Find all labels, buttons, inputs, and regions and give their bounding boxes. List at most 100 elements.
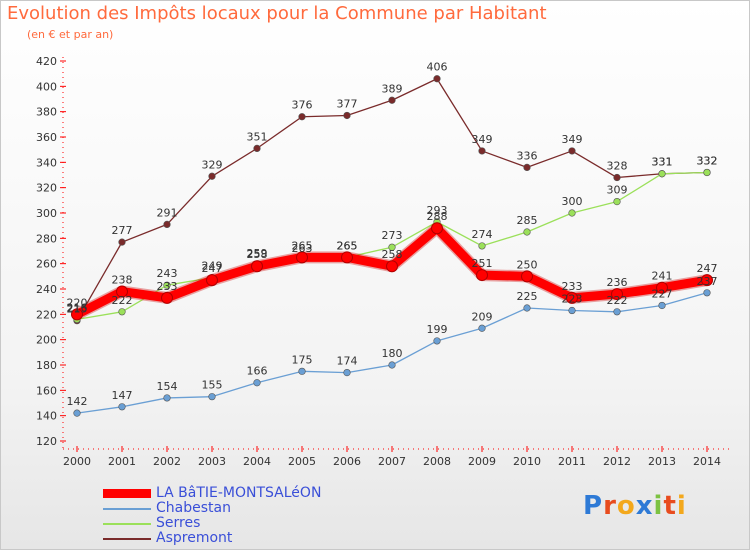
data-label: 288	[427, 210, 448, 223]
legend-swatch-chabestan	[103, 508, 151, 510]
data-label: 331	[652, 156, 673, 169]
data-label: 238	[112, 274, 133, 287]
data-point	[298, 113, 306, 121]
data-point	[296, 251, 308, 264]
data-point	[658, 301, 666, 310]
y-tick-label: 340	[36, 156, 57, 169]
legend-label: Chabestan	[156, 500, 231, 516]
x-tick-label: 2009	[468, 455, 496, 468]
data-label: 237	[697, 275, 718, 288]
logo-letter: i	[676, 491, 687, 521]
x-tick-label: 2001	[108, 455, 136, 468]
data-point	[163, 394, 171, 402]
data-label: 243	[157, 267, 178, 280]
axis-ticks: 120 140 160 180 200 220 240 260 280 300 320 340 360 3…	[36, 55, 721, 468]
logo-letter: t	[663, 491, 677, 521]
data-label: 376	[292, 99, 313, 112]
logo-letter: x	[635, 491, 654, 521]
y-tick-label: 360	[36, 131, 57, 144]
data-label: 258	[247, 248, 268, 261]
data-label: 258	[382, 248, 403, 261]
data-label: 174	[337, 355, 358, 368]
logo-letter: o	[616, 491, 636, 521]
data-label: 249	[202, 260, 223, 273]
data-label: 236	[607, 276, 628, 289]
data-label: 291	[157, 206, 178, 219]
legend-label: Aspremont	[156, 530, 233, 546]
data-label: 155	[202, 379, 223, 392]
data-label: 300	[562, 195, 583, 208]
logo-letter: P	[583, 491, 604, 521]
x-tick-label: 2012	[603, 455, 631, 468]
data-point	[388, 243, 396, 251]
data-point	[703, 168, 711, 177]
data-label: 332	[697, 154, 718, 167]
y-tick-label: 200	[36, 334, 57, 347]
data-point	[118, 308, 126, 316]
data-label: 247	[202, 262, 223, 275]
x-tick-label: 2006	[333, 455, 361, 468]
data-label: 233	[157, 280, 178, 293]
data-point	[568, 306, 576, 315]
data-point	[478, 147, 486, 155]
chart-axes	[62, 57, 729, 450]
data-label: 216	[67, 301, 88, 314]
y-tick-label: 120	[36, 435, 57, 448]
data-point	[73, 409, 81, 417]
data-label: 147	[112, 389, 133, 402]
data-label: 328	[607, 160, 628, 173]
data-point	[433, 337, 441, 345]
y-tick-label: 220	[36, 308, 57, 321]
x-tick-label: 2005	[288, 455, 316, 468]
chart-title: Evolution des Impôts locaux pour la Comm…	[7, 3, 547, 24]
data-point	[388, 361, 396, 369]
data-label: 329	[202, 158, 223, 171]
x-tick-label: 2000	[63, 455, 91, 468]
data-point	[566, 291, 578, 304]
data-label: 259	[247, 247, 268, 260]
data-point	[656, 281, 668, 294]
data-label: 220	[67, 296, 88, 309]
data-point	[208, 172, 216, 180]
data-point	[343, 111, 351, 120]
x-tick-label: 2004	[243, 455, 271, 468]
data-label: 154	[157, 380, 178, 393]
data-point	[298, 367, 306, 375]
data-label: 265	[337, 239, 358, 252]
x-tick-label: 2010	[513, 455, 541, 468]
data-label: 223	[562, 293, 583, 306]
data-label: 389	[382, 82, 403, 95]
data-label: 166	[247, 365, 268, 378]
y-tick-label: 160	[36, 384, 57, 397]
data-label: 180	[382, 347, 403, 360]
data-label: 247	[697, 262, 718, 275]
data-point	[658, 170, 666, 178]
y-tick-label: 300	[36, 207, 57, 220]
y-tick-label: 140	[36, 410, 57, 423]
y-tick-label: 320	[36, 182, 57, 195]
data-label: 241	[652, 270, 673, 283]
data-label: 215	[67, 303, 88, 316]
logo-letter: r	[603, 491, 617, 521]
data-label: 377	[337, 97, 358, 110]
proxiti-logo: Proxiti	[583, 491, 687, 521]
x-tick-label: 2007	[378, 455, 406, 468]
data-label: 336	[517, 149, 538, 162]
data-point	[433, 75, 441, 83]
data-labels: 215 277 291 329 351 376 377 389 406 349 336 349 328 3…	[67, 61, 718, 408]
data-label: 233	[562, 280, 583, 293]
data-point	[568, 147, 576, 155]
legend-label: LA BâTIE-MONTSALéON	[156, 485, 322, 501]
data-point	[386, 260, 398, 273]
data-label: 274	[472, 228, 493, 241]
data-point	[521, 270, 533, 283]
x-tick-label: 2008	[423, 455, 451, 468]
data-point	[613, 198, 621, 206]
data-point	[476, 269, 488, 282]
data-label: 406	[427, 61, 448, 74]
data-label: 222	[112, 294, 133, 307]
x-tick-label: 2011	[558, 455, 586, 468]
data-label: 251	[472, 257, 493, 270]
